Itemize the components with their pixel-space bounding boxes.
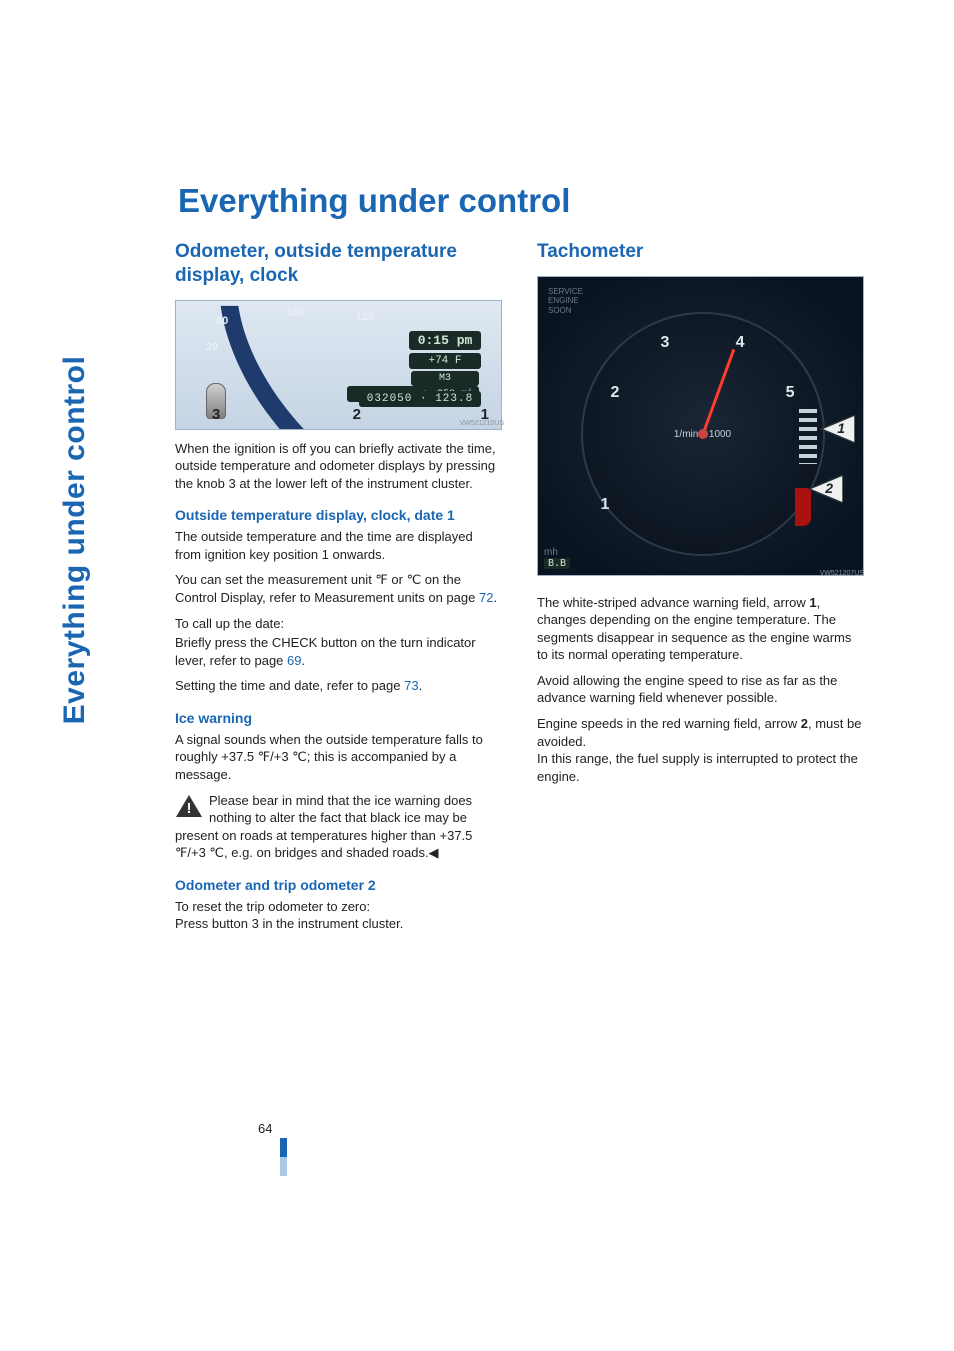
figure-cluster: 40 100 120 140 20 150 0:15 pm +74 F M3 ▸… [175, 300, 502, 430]
tacho-tick-2: 2 [611, 384, 620, 402]
figure-callout-3: 3 [212, 406, 220, 423]
heading-odometer-trip: Odometer and trip odometer 2 [175, 876, 502, 894]
tachometer-hub [698, 429, 708, 439]
para-text: Setting the time and date, refer to page [175, 678, 404, 693]
arrow-2-label: 2 [825, 480, 833, 496]
para-text: . [301, 653, 305, 668]
lcd-odometer: 032050 · 123.8 [359, 391, 481, 407]
para-text: Briefly press the CHECK button on the tu… [175, 635, 476, 668]
para-outside-temp: The outside temperature and the time are… [175, 528, 502, 563]
page: Everything under control Everything unde… [0, 0, 954, 1351]
para-reset-trip-1: To reset the trip odometer to zero: [175, 898, 502, 916]
advance-warning-field [799, 409, 817, 464]
tacho-side-line: SOON [548, 306, 583, 316]
page-ref-69[interactable]: 69 [287, 653, 301, 668]
tacho-bottom-seg: mhB.B [544, 547, 570, 569]
lcd-time: 0:15 pm [409, 331, 481, 350]
tacho-tick-4: 4 [736, 334, 745, 352]
right-column: Tachometer SERVICE ENGINE SOON 1 2 3 4 5… [537, 240, 864, 941]
figure-callout-2: 2 [353, 406, 361, 423]
arrow-2-icon [803, 475, 843, 503]
para-ignition-off: When the ignition is off you can briefly… [175, 440, 502, 493]
figure-tachometer: SERVICE ENGINE SOON 1 2 3 4 5 6 1/min x … [537, 276, 864, 576]
para-check-button: Briefly press the CHECK button on the tu… [175, 634, 502, 669]
figure-credit: VW521210US [460, 420, 504, 427]
para-text: The white-striped advance warning field,… [537, 595, 809, 610]
page-marker-icon [280, 1138, 287, 1176]
para-text: Please bear in mind that the ice warning… [175, 793, 472, 861]
page-title: Everything under control [178, 182, 570, 220]
para-text: Engine speeds in the red warning field, … [537, 716, 801, 731]
warning-icon: ! [175, 794, 203, 818]
para-text: You can set the measurement unit ℉ or ℃ … [175, 572, 479, 605]
tacho-side-line: SERVICE [548, 287, 583, 297]
para-ice-signal: A signal sounds when the outside tempera… [175, 731, 502, 784]
page-ref-72[interactable]: 72 [479, 590, 493, 605]
bold-ref-2: 2 [801, 716, 808, 731]
lcd-gear-value: M3 [439, 373, 451, 384]
heading-outside-temp: Outside temperature display, clock, date… [175, 506, 502, 524]
heading-ice-warning: Ice warning [175, 709, 502, 727]
lcd-temp: +74 F [409, 353, 481, 369]
tacho-tick-3: 3 [661, 334, 670, 352]
page-number: 64 [258, 1121, 272, 1136]
bold-ref-1: 1 [809, 595, 816, 610]
tacho-side-line: ENGINE [548, 296, 583, 306]
para-text: . [493, 590, 497, 605]
para-avoid-speed: Avoid allowing the engine speed to rise … [537, 672, 864, 707]
para-red-warning: Engine speeds in the red warning field, … [537, 715, 864, 750]
tacho-tick-5: 5 [786, 384, 795, 402]
para-callup-date: To call up the date: [175, 615, 502, 633]
svg-text:!: ! [187, 800, 192, 817]
content-columns: Odometer, outside temperature display, c… [175, 240, 864, 941]
figure-credit-tacho: VW521207US [820, 570, 864, 577]
tacho-side-text: SERVICE ENGINE SOON [548, 287, 583, 316]
arrow-1-label: 1 [837, 420, 845, 436]
dial-label: 20 [206, 341, 218, 353]
para-text: When the ignition is off you can briefly… [175, 441, 496, 491]
tacho-tick-1: 1 [601, 496, 610, 514]
dial-label: 100 [286, 307, 304, 319]
arrow-1-icon [815, 415, 855, 443]
para-measurement-unit: You can set the measurement unit ℉ or ℃ … [175, 571, 502, 606]
lcd-gear: M3 [411, 371, 479, 386]
heading-odometer: Odometer, outside temperature display, c… [175, 240, 502, 288]
para-reset-trip-2: Press button 3 in the instrument cluster… [175, 915, 502, 933]
para-text: . [419, 678, 423, 693]
dial-label: 40 [216, 315, 228, 327]
para-ice-caution: ! Please bear in mind that the ice warni… [175, 792, 502, 862]
para-advance-warning: The white-striped advance warning field,… [537, 594, 864, 664]
para-fuel-interrupt: In this range, the fuel supply is interr… [537, 750, 864, 785]
sidebar-title: Everything under control [58, 356, 92, 725]
dial-label: 120 [356, 311, 374, 323]
heading-tachometer: Tachometer [537, 240, 864, 264]
tachometer-needle [701, 349, 735, 435]
page-ref-73[interactable]: 73 [404, 678, 418, 693]
tachometer-dial: 1 2 3 4 5 6 1/min x 1000 [581, 312, 825, 556]
left-column: Odometer, outside temperature display, c… [175, 240, 502, 941]
para-setting-time: Setting the time and date, refer to page… [175, 677, 502, 695]
